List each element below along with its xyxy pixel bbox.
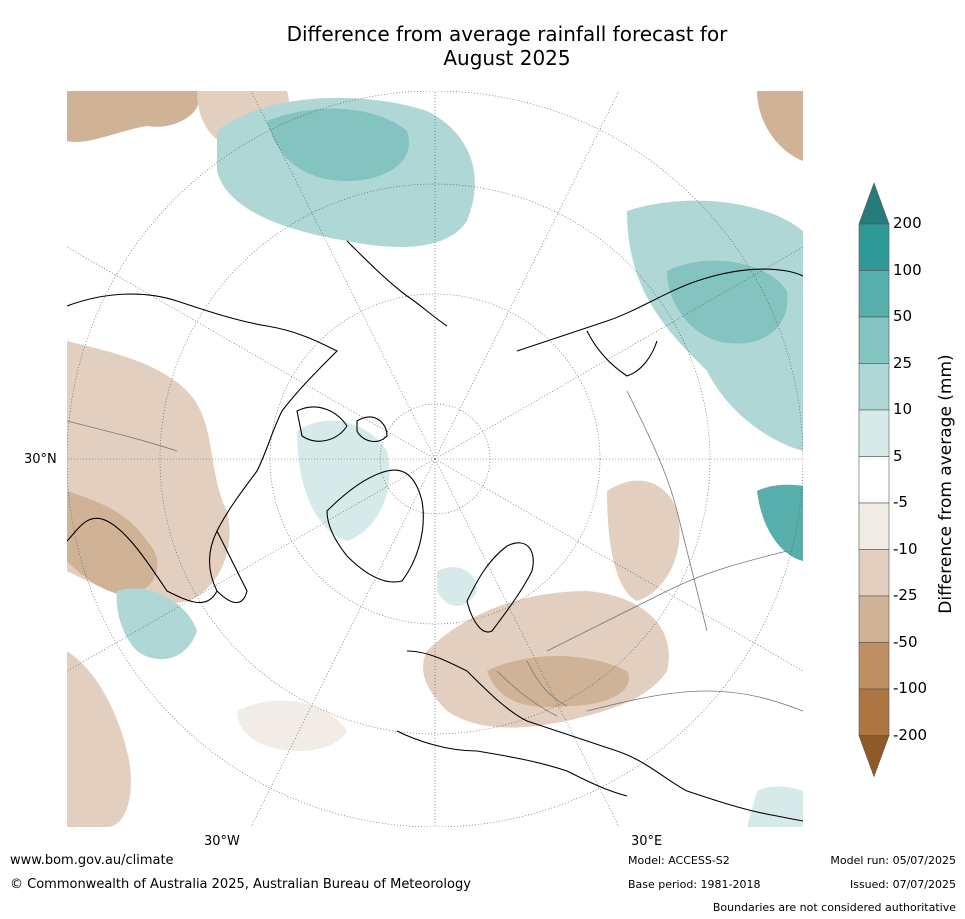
colorbar-tick-label: 10 [893,400,913,418]
map-title: Difference from average rainfall forecas… [0,22,965,70]
colorbar [858,182,890,778]
wet-region-canada-arctic [297,420,390,541]
dry-region-pacific-southwest [67,651,131,827]
footer-copyright: © Commonwealth of Australia 2025, Austra… [10,877,471,892]
footer-website[interactable]: www.bom.gov.au/climate [10,853,174,868]
colorbar-tick-label: -25 [893,586,918,604]
footer-base-period: Base period: 1981-2018 [628,878,761,891]
colorbar-title: Difference from average (mm) [936,354,956,614]
latitude-circle-40n [159,183,711,735]
colorbar-tick-label: 5 [893,446,903,465]
colorbar-tick-label: -10 [893,539,918,558]
border-europe-1 [496,660,568,717]
wet-region-atlantic-west [116,588,197,660]
footer-disclaimer: Boundaries are not considered authoritat… [712,901,956,914]
colorbar-tick-label: 25 [893,353,913,372]
colorbar-tick-label: -100 [893,679,928,697]
coastline-alaska-chukotka [346,240,448,327]
colorbar-swatch-minus100-minus50 [858,642,890,690]
coastline-siberia [516,268,803,352]
footer-model-run: Model run: 05/07/2025 [830,854,956,867]
wet-region-asia-east [757,484,803,561]
colorbar-extend-top [858,182,890,225]
border-eurasia-1 [546,550,788,652]
dry-region-eastern-europe [607,480,680,601]
colorbar-swatch-10-25 [858,363,890,411]
dry-region-europe-core [487,656,629,708]
coastline-taymyr [586,330,658,377]
wet-anomaly-regions [116,97,803,827]
colorbar-tick-label: 200 [893,214,922,232]
dry-region-north-atlantic-corner [67,91,199,143]
border-eurasia-3 [626,390,708,632]
meridian-150e [434,91,620,460]
coastline-canadian-archipelago [296,406,388,442]
rainfall-anomaly-map [67,91,803,827]
colorbar-extend-bottom [858,735,890,778]
label-lon-30e: 30°E [631,834,663,849]
wet-region-asia-southeast [747,786,803,827]
colorbar-tick-label: 100 [893,260,922,279]
colorbar-swatch-minus25-minus10 [858,549,890,597]
coastline-mediterranean [396,730,628,797]
dry-region-north-america-west [67,491,158,596]
border-eurasia-2 [586,690,803,712]
colorbar-swatch-50-100 [858,270,890,318]
colorbar-swatch-minus50-minus25 [858,595,890,643]
graticule [67,91,803,827]
colorbar-swatch-25-50 [858,316,890,364]
label-lon-30w: 30°W [204,834,240,849]
colorbar-swatch-neutral [858,456,890,504]
colorbar-swatch-100-200 [858,223,890,271]
map-title-line2: August 2025 [443,46,571,70]
dry-region-atlantic-mid [237,700,347,751]
border-canada-us [67,420,178,452]
coastline-north-america [67,293,338,604]
footer-model: Model: ACCESS-S2 [628,854,730,867]
coastlines [67,240,803,822]
dry-anomaly-regions [67,91,803,827]
wet-region-pacific-core [267,108,409,181]
colorbar-swatch-minus200-minus100 [858,688,890,736]
country-borders [67,390,803,717]
colorbar-tick-label: -200 [893,725,928,744]
label-lat-30n: 30°N [24,452,57,467]
coastline-europe [406,650,803,822]
meridian-30e [434,458,620,827]
map-title-line1: Difference from average rainfall forecas… [286,22,728,46]
meridian-30w [250,458,436,827]
coastline-scandinavia [466,542,534,633]
colorbar-swatches [858,182,890,778]
colorbar-swatch-5-10 [858,409,890,457]
dry-region-top-right-corner [757,91,803,161]
colorbar-tick-label: -5 [893,493,908,511]
colorbar-swatch-minus10-minus5 [858,502,890,550]
coastline-greenland [326,469,424,583]
footer-issued: Issued: 07/07/2025 [849,878,956,891]
colorbar-tick-label: -50 [893,632,918,651]
wet-region-norway [437,567,477,606]
meridian-150w [250,91,436,460]
colorbar-tick-label: 50 [893,307,913,325]
coastline-hudson-bay [216,530,248,603]
